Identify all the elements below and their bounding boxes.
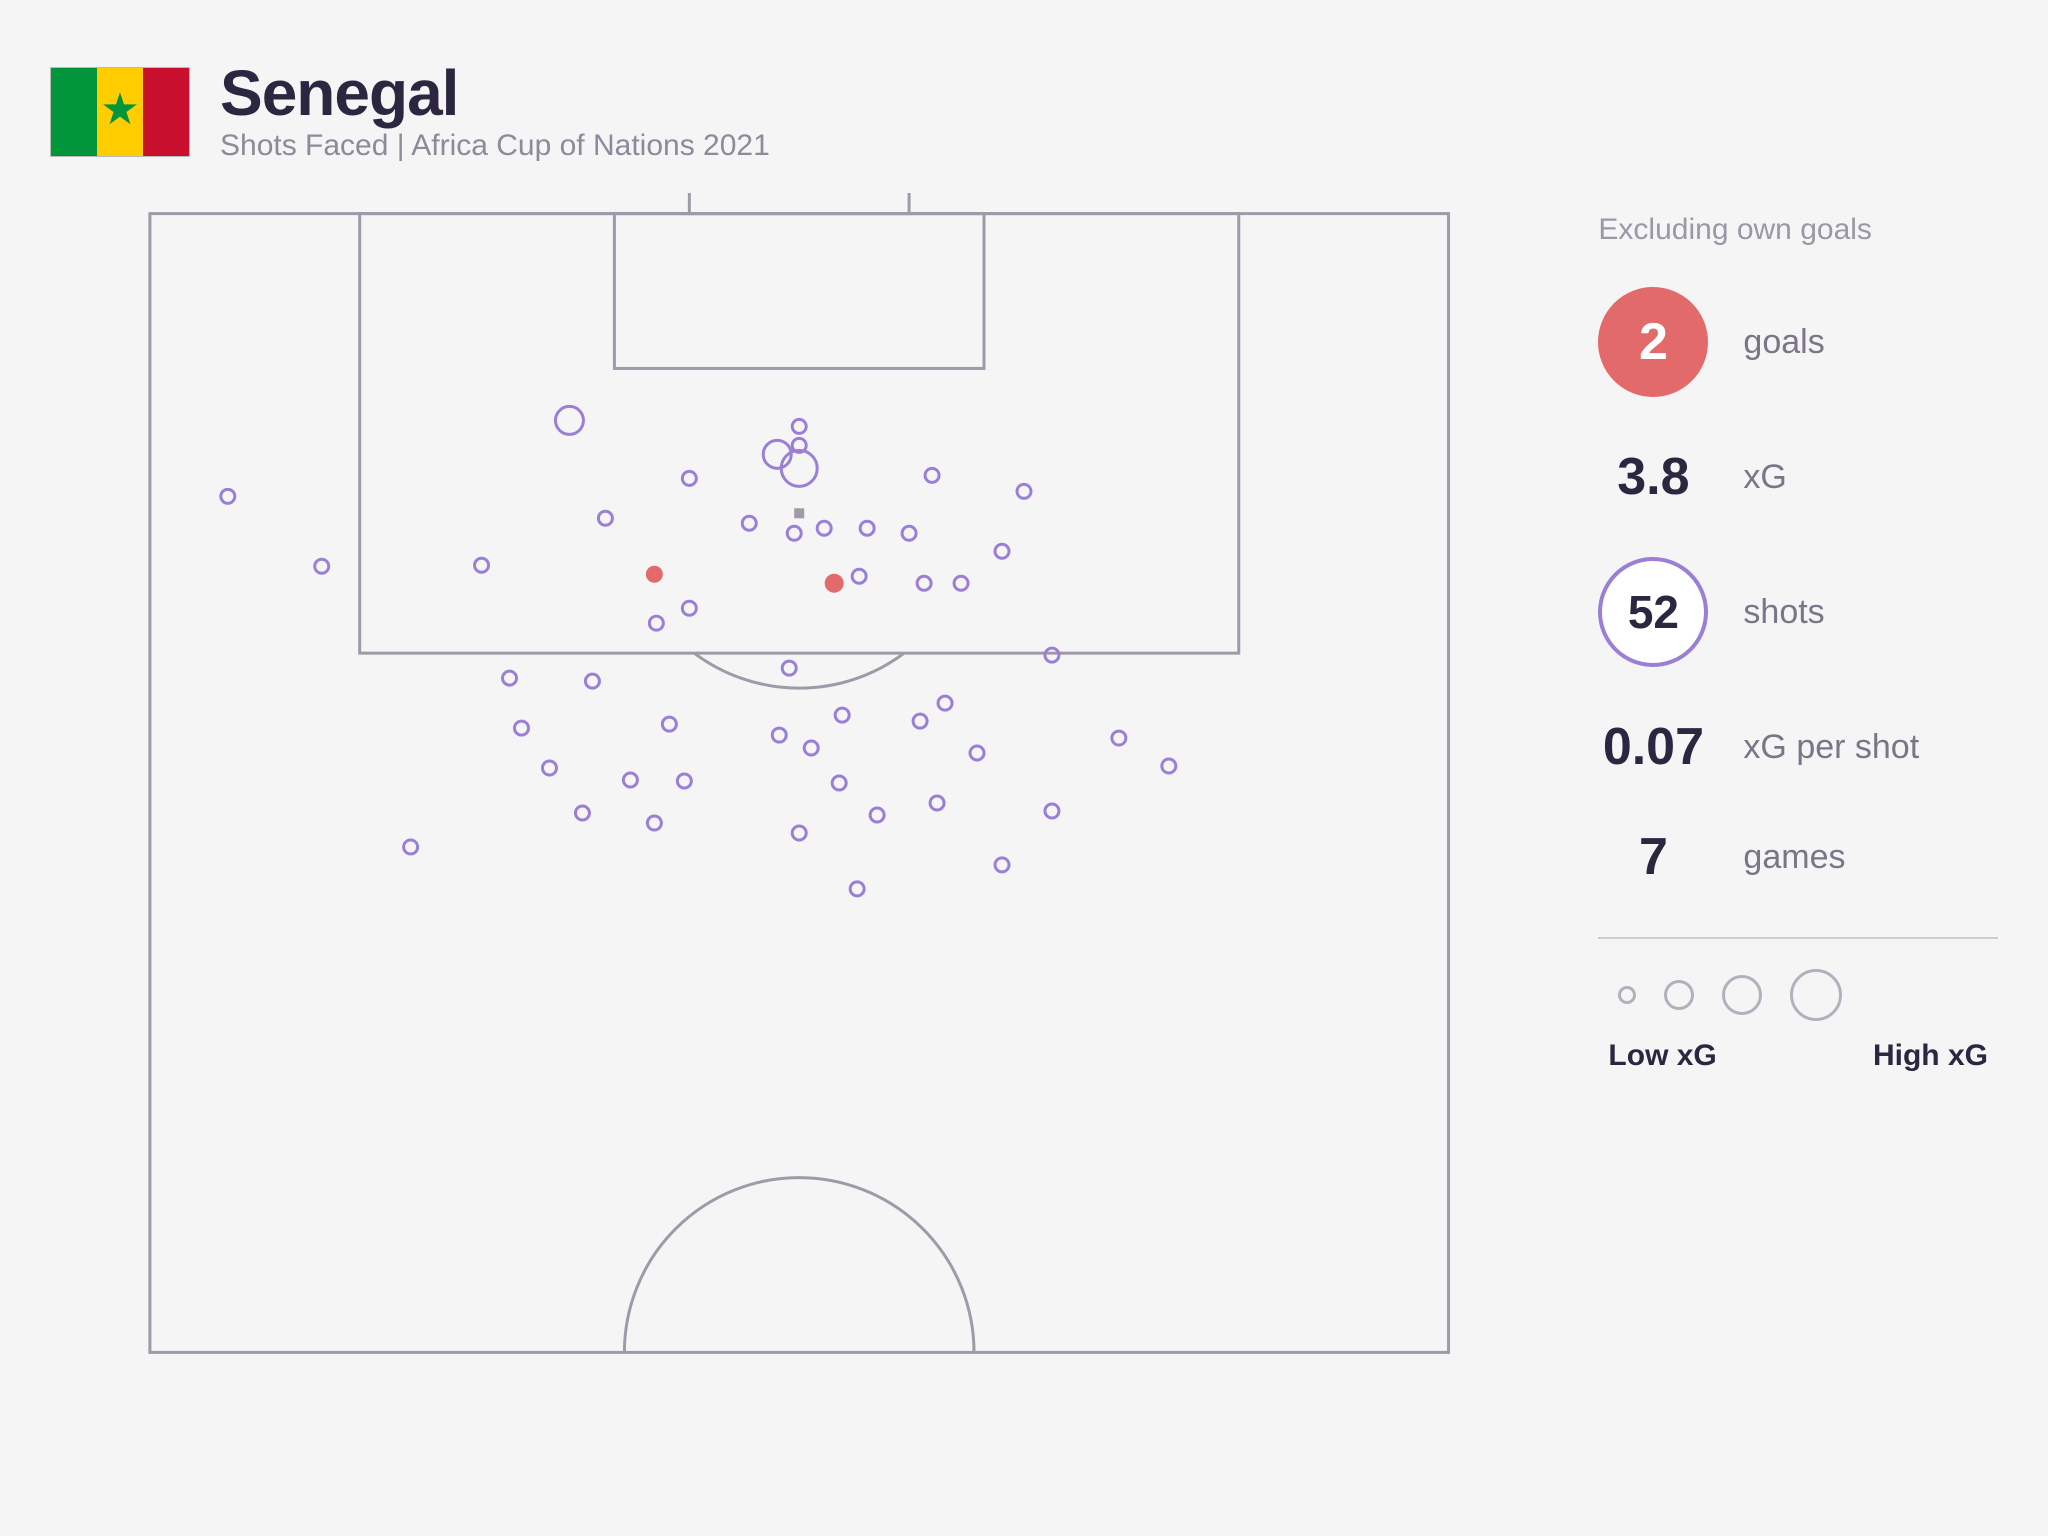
shot-marker xyxy=(475,558,489,572)
shot-marker xyxy=(404,840,418,854)
content-row: Excluding own goals 2 goals 3.8 xG 52 sh… xyxy=(50,193,1998,1393)
shot-marker xyxy=(860,521,874,535)
shot-marker xyxy=(792,420,806,434)
shot-marker xyxy=(585,674,599,688)
shot-marker xyxy=(954,576,968,590)
shot-marker xyxy=(515,721,529,735)
shot-marker xyxy=(832,776,846,790)
shot-marker-goal xyxy=(647,567,661,581)
shots-badge: 52 xyxy=(1598,557,1708,667)
shot-marker xyxy=(772,728,786,742)
shots-label: shots xyxy=(1743,593,1824,632)
flag-star-icon: ★ xyxy=(100,87,139,131)
stat-xg: 3.8 xG xyxy=(1598,447,1998,507)
legend-circle xyxy=(1664,980,1694,1010)
shot-marker xyxy=(835,708,849,722)
shot-marker xyxy=(804,741,818,755)
legend-labels: Low xG High xG xyxy=(1598,1039,1998,1073)
xg-per-shot-label: xG per shot xyxy=(1743,728,1919,767)
shot-map xyxy=(50,193,1548,1393)
xg-per-shot-value: 0.07 xyxy=(1598,717,1708,777)
games-label: games xyxy=(1743,838,1845,877)
shot-marker xyxy=(995,544,1009,558)
legend-sizes xyxy=(1598,969,1998,1021)
excluding-label: Excluding own goals xyxy=(1598,213,1998,247)
shot-marker xyxy=(682,601,696,615)
shot-marker xyxy=(315,559,329,573)
shot-marker xyxy=(870,808,884,822)
xg-value: 3.8 xyxy=(1598,447,1708,507)
stats-panel: Excluding own goals 2 goals 3.8 xG 52 sh… xyxy=(1598,193,1998,1393)
games-value: 7 xyxy=(1598,827,1708,887)
shot-marker xyxy=(575,806,589,820)
shot-marker xyxy=(221,490,235,504)
shot-marker xyxy=(598,511,612,525)
legend-circle xyxy=(1722,975,1762,1015)
shot-marker xyxy=(930,796,944,810)
shot-marker xyxy=(682,472,696,486)
shot-marker xyxy=(623,773,637,787)
stat-shots: 52 shots xyxy=(1598,557,1998,667)
goals-badge: 2 xyxy=(1598,287,1708,397)
goals-label: goals xyxy=(1743,323,1824,362)
shot-marker xyxy=(555,407,583,435)
shot-marker xyxy=(1112,731,1126,745)
shot-marker xyxy=(787,526,801,540)
shot-marker xyxy=(970,746,984,760)
shot-marker xyxy=(1045,648,1059,662)
legend-high-label: High xG xyxy=(1873,1039,1988,1073)
flag-senegal: ★ xyxy=(50,67,190,157)
shot-marker xyxy=(781,451,817,487)
legend-circle xyxy=(1618,986,1636,1004)
shot-marker xyxy=(913,714,927,728)
shot-marker xyxy=(649,616,663,630)
shot-marker xyxy=(850,882,864,896)
shot-marker-goal xyxy=(826,575,842,591)
page-title: Senegal xyxy=(220,60,770,127)
shot-marker xyxy=(792,826,806,840)
stats-divider xyxy=(1598,937,1998,939)
shot-marker xyxy=(1162,759,1176,773)
shot-marker xyxy=(647,816,661,830)
chart-container: ★ Senegal Shots Faced | Africa Cup of Na… xyxy=(0,0,2048,1536)
shot-marker xyxy=(1017,485,1031,499)
stat-xg-per-shot: 0.07 xG per shot xyxy=(1598,717,1998,777)
shot-marker xyxy=(938,696,952,710)
shot-marker xyxy=(1045,804,1059,818)
shot-marker xyxy=(917,576,931,590)
header: ★ Senegal Shots Faced | Africa Cup of Na… xyxy=(50,60,1998,163)
shot-marker xyxy=(817,521,831,535)
shot-marker xyxy=(503,671,517,685)
pitch-svg xyxy=(50,193,1548,1393)
legend-low-label: Low xG xyxy=(1608,1039,1716,1073)
shot-marker xyxy=(662,717,676,731)
shot-marker xyxy=(742,516,756,530)
stat-games: 7 games xyxy=(1598,827,1998,887)
shot-marker xyxy=(542,761,556,775)
shot-marker xyxy=(852,569,866,583)
shot-marker xyxy=(925,469,939,483)
xg-label: xG xyxy=(1743,458,1786,497)
title-block: Senegal Shots Faced | Africa Cup of Nati… xyxy=(220,60,770,163)
flag-stripe-1 xyxy=(51,68,97,156)
shot-marker xyxy=(995,858,1009,872)
shot-marker xyxy=(782,661,796,675)
shot-marker xyxy=(677,774,691,788)
flag-stripe-3 xyxy=(143,68,189,156)
page-subtitle: Shots Faced | Africa Cup of Nations 2021 xyxy=(220,129,770,163)
legend-circle xyxy=(1790,969,1842,1021)
shot-marker xyxy=(902,526,916,540)
stat-goals: 2 goals xyxy=(1598,287,1998,397)
